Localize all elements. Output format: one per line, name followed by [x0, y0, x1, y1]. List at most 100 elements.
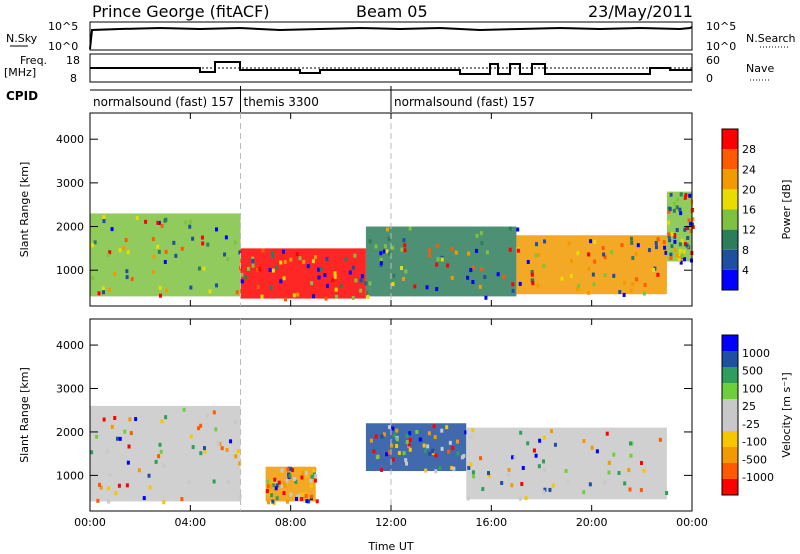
heatmap-speck — [531, 281, 535, 286]
heatmap-speck — [636, 243, 640, 248]
nave-tick-top: 60 — [706, 54, 720, 67]
heatmap-speck — [199, 451, 203, 456]
heatmap-speck — [407, 442, 411, 447]
heatmap-speck — [672, 208, 676, 213]
heatmap-speck — [282, 491, 286, 496]
heatmap-speck — [203, 449, 207, 454]
heatmap-speck — [214, 227, 218, 232]
heatmap-speck — [415, 429, 419, 434]
heatmap-speck — [236, 449, 240, 454]
heatmap-speck — [379, 261, 383, 266]
heatmap-speck — [426, 444, 430, 449]
heatmap-speck — [282, 481, 286, 486]
heatmap-speck — [485, 250, 489, 255]
heatmap-speck — [235, 290, 239, 295]
heatmap-speck — [639, 460, 643, 465]
heatmap-speck — [344, 257, 348, 262]
heatmap-speck — [516, 248, 520, 253]
heatmap-speck — [424, 468, 428, 473]
heatmap-speck — [309, 478, 313, 483]
heatmap-speck — [673, 233, 677, 238]
heatmap-speck — [129, 431, 133, 436]
heatmap-speck — [537, 252, 541, 257]
heatmap-speck — [304, 470, 308, 475]
y-tick-label: 2000 — [56, 426, 84, 439]
y-axis-label: Slant Range [km] — [18, 162, 31, 258]
heatmap-speck — [156, 220, 160, 225]
heatmap-speck — [519, 430, 523, 435]
heatmap-speck — [152, 269, 156, 274]
heatmap-speck — [404, 269, 408, 274]
heatmap-speck — [392, 273, 396, 278]
heatmap-speck — [686, 235, 690, 240]
heatmap-speck — [309, 483, 313, 488]
heatmap-speck — [388, 251, 392, 256]
heatmap-speck — [99, 485, 103, 490]
heatmap-speck — [436, 257, 440, 262]
heatmap-speck — [91, 276, 95, 281]
heatmap-speck — [679, 192, 683, 197]
heatmap-speck — [526, 441, 530, 446]
colorbar-swatch — [722, 209, 738, 230]
heatmap-speck — [413, 284, 417, 289]
heatmap-speck — [388, 425, 392, 430]
heatmap-speck — [688, 221, 692, 226]
heatmap-speck — [647, 248, 651, 253]
freq-tick-bottom: 8 — [70, 72, 77, 85]
heatmap-speck — [115, 436, 119, 441]
heatmap-speck — [271, 499, 275, 504]
heatmap-speck — [566, 479, 570, 484]
heatmap-speck — [507, 472, 511, 477]
heatmap-cell — [516, 235, 667, 295]
heatmap-speck — [375, 455, 379, 460]
heatmap-speck — [379, 467, 383, 472]
heatmap-speck — [97, 291, 101, 296]
heatmap-speck — [108, 472, 112, 477]
heatmap-speck — [107, 499, 111, 504]
heatmap-speck — [404, 458, 408, 463]
heatmap-speck — [685, 225, 689, 230]
x-tick-label: 08:00 — [275, 516, 307, 529]
heatmap-speck — [683, 195, 687, 200]
heatmap-speck — [240, 279, 244, 284]
heatmap-speck — [174, 253, 178, 258]
heatmap-speck — [478, 284, 482, 289]
heatmap-speck — [158, 293, 162, 298]
heatmap-speck — [623, 481, 627, 486]
heatmap-speck — [317, 267, 321, 272]
heatmap-speck — [475, 233, 479, 238]
heatmap-speck — [589, 239, 593, 244]
heatmap-speck — [483, 274, 487, 279]
heatmap-speck — [323, 273, 327, 278]
heatmap-speck — [108, 288, 112, 293]
heatmap-speck — [151, 237, 155, 242]
heatmap-speck — [418, 437, 422, 442]
heatmap-speck — [205, 413, 209, 418]
heatmap-speck — [601, 246, 605, 251]
heatmap-speck — [280, 468, 284, 473]
heatmap-speck — [591, 272, 595, 277]
y-tick-label: 3000 — [56, 177, 84, 190]
heatmap-speck — [144, 219, 148, 224]
heatmap-speck — [148, 485, 152, 490]
heatmap-speck — [479, 231, 483, 236]
heatmap-speck — [479, 456, 483, 461]
heatmap-speck — [159, 449, 163, 454]
colorbar-swatch — [722, 249, 738, 270]
heatmap-speck — [269, 285, 273, 290]
heatmap-speck — [118, 436, 122, 441]
heatmap-speck — [447, 449, 451, 454]
heatmap-speck — [368, 239, 372, 244]
noise-trace — [89, 26, 693, 50]
heatmap-speck — [602, 252, 606, 257]
heatmap-speck — [240, 272, 244, 277]
heatmap-speck — [215, 283, 219, 288]
heatmap-speck — [665, 491, 669, 496]
heatmap-speck — [543, 487, 547, 492]
heatmap-speck — [226, 480, 230, 485]
heatmap-speck — [114, 491, 118, 496]
colorbar-swatch — [722, 479, 738, 495]
noise-right-tick-bottom: 10^0 — [706, 40, 736, 53]
heatmap-speck — [390, 443, 394, 448]
colorbar-swatch — [722, 367, 738, 383]
